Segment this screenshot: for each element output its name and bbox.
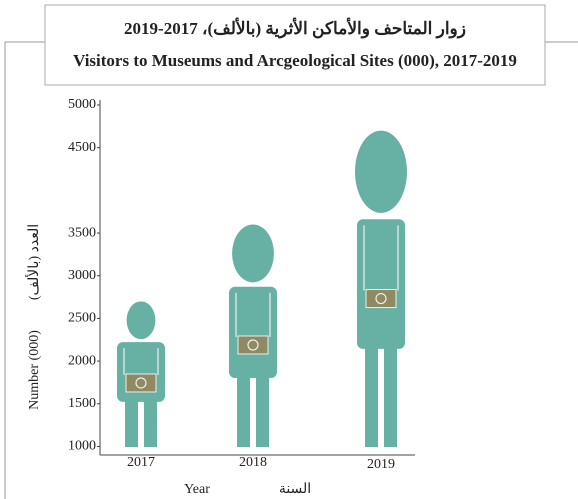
x-tick-label: 2019	[367, 457, 395, 472]
y-tick-label: 1000	[68, 439, 96, 454]
y-tick-label: 2000	[68, 353, 96, 368]
y-axis-label: Number (000)	[27, 330, 42, 410]
leg	[125, 400, 138, 447]
y-tick-label: 1500	[68, 396, 96, 411]
y-tick-label: 3500	[68, 225, 96, 240]
chart: زوار المتاحف والأماكن الأثرية (بالألف)، …	[0, 0, 578, 499]
camera	[238, 336, 268, 354]
y-axis-label-ar: العدد (بالألف)	[24, 224, 42, 300]
title-box	[45, 5, 545, 85]
x-axis-label: Year	[184, 482, 210, 497]
leg	[256, 376, 269, 447]
x-tick-label: 2018	[239, 455, 267, 470]
y-tick-label: 2500	[68, 311, 96, 326]
person-figure	[355, 131, 407, 447]
y-tick-label: 4500	[68, 140, 96, 155]
y-tick-label: 5000	[68, 97, 96, 112]
leg	[384, 347, 397, 447]
x-axis-label-ar: السنة	[279, 482, 311, 497]
head	[232, 225, 274, 283]
camera	[126, 374, 156, 392]
x-tick-label: 2017	[127, 455, 155, 470]
head	[127, 301, 156, 339]
chart-subtitle: Visitors to Museums and Arcgeological Si…	[73, 51, 517, 70]
head	[355, 131, 407, 213]
camera	[366, 290, 396, 308]
leg	[144, 400, 157, 447]
chart-title: زوار المتاحف والأماكن الأثرية (بالألف)، …	[124, 17, 466, 39]
person-figure	[229, 225, 277, 447]
leg	[237, 376, 250, 447]
person-figure	[117, 301, 165, 447]
leg	[365, 347, 378, 447]
y-tick-label: 3000	[68, 268, 96, 283]
